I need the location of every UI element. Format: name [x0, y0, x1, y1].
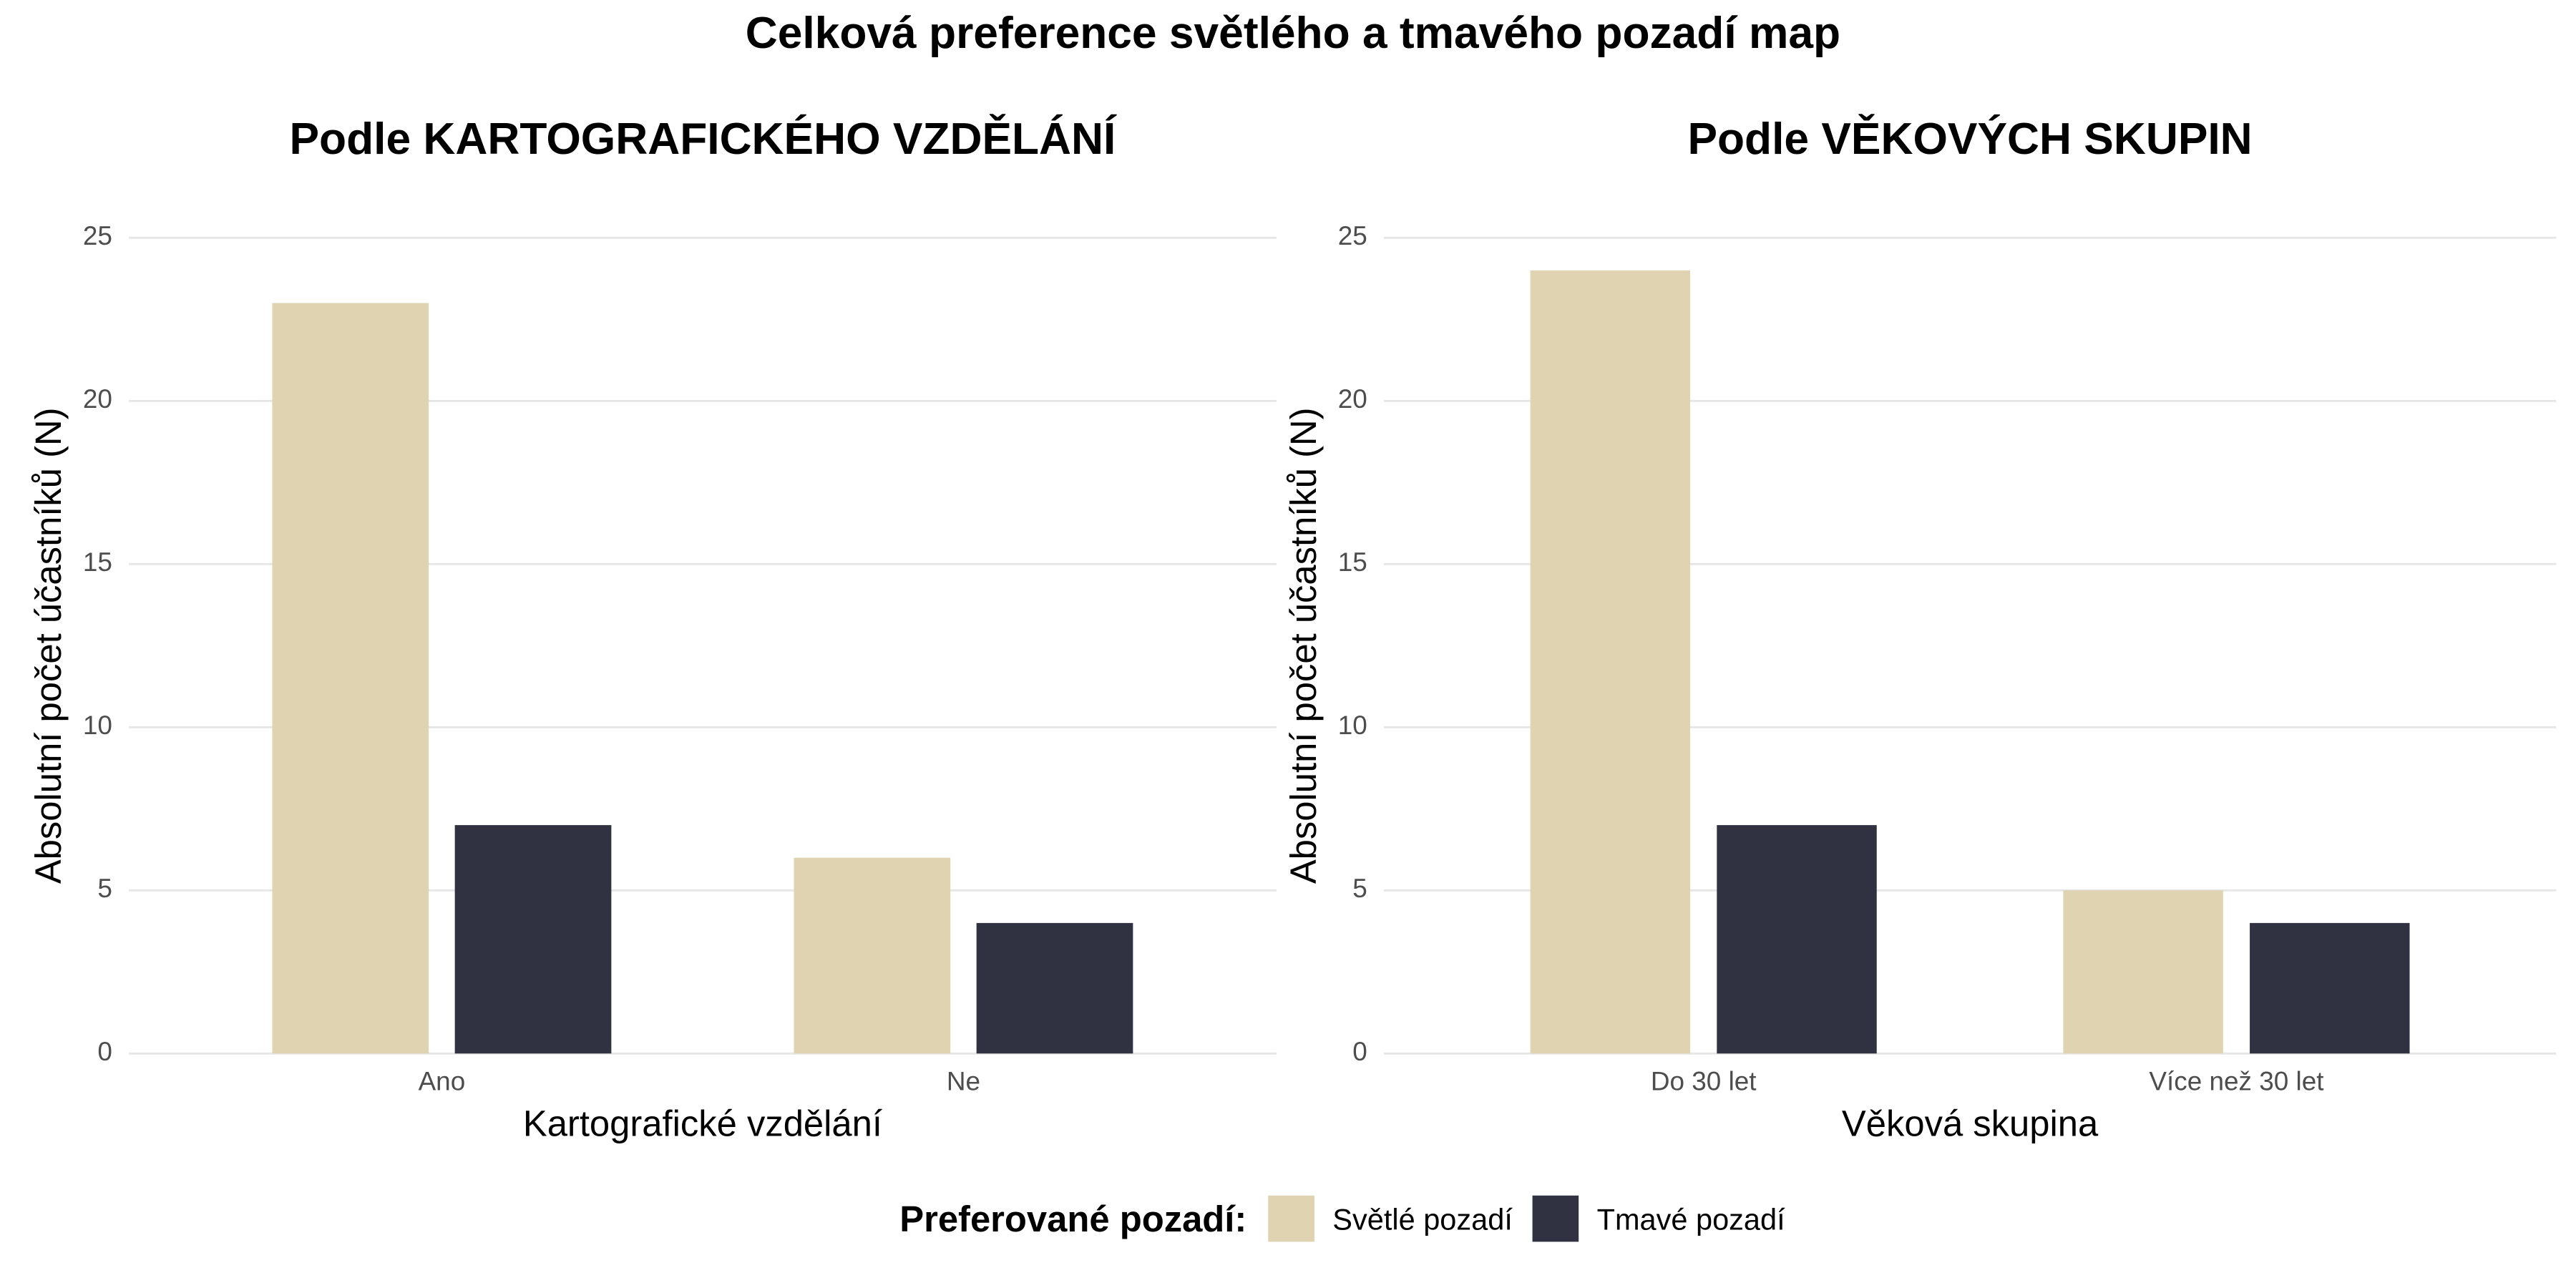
panel-title: Podle VĚKOVÝCH SKUPIN [1687, 113, 2252, 164]
bar [272, 303, 429, 1054]
y-axis-title: Absolutní počet účastníků (N) [28, 407, 69, 884]
y-tick-label: 20 [83, 384, 112, 414]
y-tick-label: 15 [1338, 547, 1367, 577]
y-tick-label: 15 [83, 547, 112, 577]
y-tick-label: 5 [97, 874, 112, 903]
panel-title: Podle KARTOGRAFICKÉHO VZDĚLÁNÍ [290, 113, 1118, 164]
x-tick-label: Ano [419, 1067, 466, 1096]
y-tick-label: 0 [97, 1037, 112, 1066]
x-tick-label: Do 30 let [1651, 1067, 1757, 1096]
x-tick-label: Více než 30 let [2149, 1067, 2323, 1096]
y-tick-label: 0 [1352, 1037, 1367, 1066]
y-tick-label: 10 [83, 711, 112, 740]
bar [1530, 270, 1691, 1054]
main-title: Celková preference světlého a tmavého po… [746, 9, 1840, 58]
bar [794, 857, 951, 1054]
x-axis-title: Kartografické vzdělání [523, 1103, 882, 1143]
legend-label: Světlé pozadí [1332, 1203, 1513, 1236]
y-tick-label: 25 [1338, 221, 1367, 250]
legend-label: Tmavé pozadí [1597, 1203, 1786, 1236]
legend-key [1268, 1195, 1314, 1242]
legend-key [1532, 1195, 1579, 1242]
bar [1717, 825, 1877, 1054]
y-tick-label: 5 [1352, 874, 1367, 903]
bar [2063, 890, 2223, 1054]
bar [976, 922, 1133, 1054]
legend-title: Preferované pozadí: [899, 1199, 1246, 1239]
x-tick-label: Ne [947, 1067, 980, 1096]
bar [2250, 922, 2410, 1054]
y-axis-title: Absolutní počet účastníků (N) [1283, 407, 1324, 884]
bar [454, 825, 612, 1054]
y-tick-label: 10 [1338, 711, 1367, 740]
y-tick-label: 25 [83, 221, 112, 250]
y-tick-label: 20 [1338, 384, 1367, 414]
x-axis-title: Věková skupina [1842, 1103, 2099, 1143]
